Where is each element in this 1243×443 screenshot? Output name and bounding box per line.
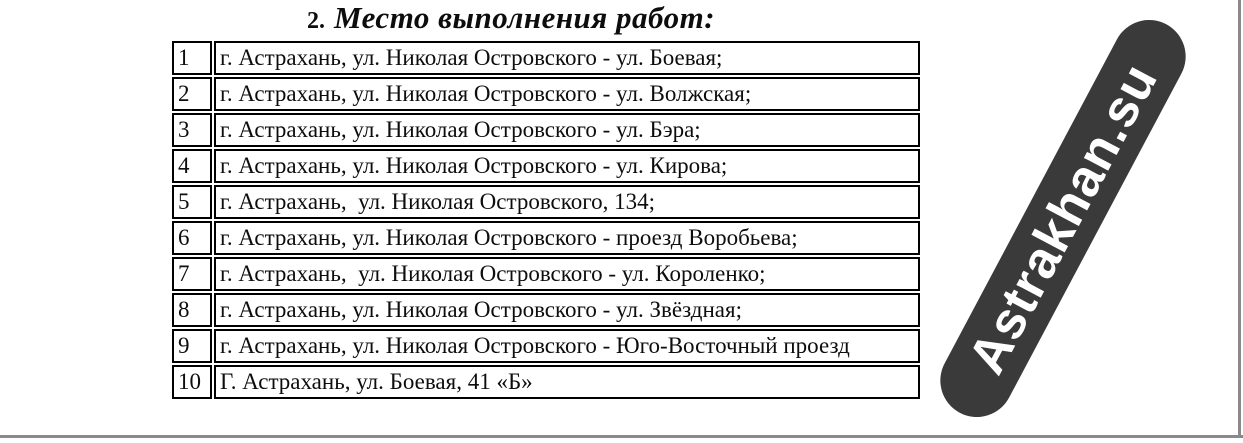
row-number-cell: 9 [172, 329, 212, 363]
table-row: 1 г. Астрахань, ул. Николая Островского … [172, 41, 920, 75]
row-address-cell: г. Астрахань, ул. Николая Островского - … [214, 77, 920, 111]
scan-right-edge-line [1238, 0, 1241, 437]
section-title-text: Место выполнения работ: [333, 0, 716, 35]
row-address-cell: г. Астрахань, ул. Николая Островского, 1… [214, 185, 920, 219]
row-address-cell: г. Астрахань, ул. Николая Островского - … [214, 221, 920, 255]
row-number-cell: 10 [172, 365, 212, 399]
section-number: 2. [306, 8, 325, 34]
page-title: 2. Место выполнения работ: [135, 0, 887, 36]
row-address-cell: г. Астрахань, ул. Николая Островского - … [214, 329, 920, 363]
table-row: 3 г. Астрахань, ул. Николая Островского … [172, 113, 920, 147]
table-row: 6 г. Астрахань, ул. Николая Островского … [172, 221, 920, 255]
row-address-cell: г. Астрахань, ул. Николая Островского - … [214, 149, 920, 183]
row-number-cell: 4 [172, 149, 212, 183]
row-number-cell: 3 [172, 113, 212, 147]
row-number-cell: 7 [172, 257, 212, 291]
watermark-badge: Astrakhan.su [927, 7, 1199, 430]
row-address-cell: г. Астрахань, ул. Николая Островского - … [214, 293, 920, 327]
row-address-cell: г. Астрахань, ул. Николая Островского - … [214, 41, 920, 75]
scan-bottom-edge-line [0, 435, 1243, 438]
row-number-cell: 2 [172, 77, 212, 111]
table-row: 10 Г. Астрахань, ул. Боевая, 41 «Б» [172, 365, 920, 399]
row-address-cell: Г. Астрахань, ул. Боевая, 41 «Б» [214, 365, 920, 399]
table-row: 5 г. Астрахань, ул. Николая Островского,… [172, 185, 920, 219]
row-number-cell: 8 [172, 293, 212, 327]
table-row: 8 г. Астрахань, ул. Николая Островского … [172, 293, 920, 327]
row-number-cell: 5 [172, 185, 212, 219]
row-number-cell: 6 [172, 221, 212, 255]
watermark-text: Astrakhan.su [957, 54, 1169, 383]
row-number-cell: 1 [172, 41, 212, 75]
row-address-cell: г. Астрахань, ул. Николая Островского - … [214, 257, 920, 291]
table-row: 9 г. Астрахань, ул. Николая Островского … [172, 329, 920, 363]
places-table-body: 1 г. Астрахань, ул. Николая Островского … [172, 41, 920, 399]
table-row: 4 г. Астрахань, ул. Николая Островского … [172, 149, 920, 183]
table-row: 7 г. Астрахань, ул. Николая Островского … [172, 257, 920, 291]
work-locations-table: 1 г. Астрахань, ул. Николая Островского … [170, 39, 922, 401]
table-row: 2 г. Астрахань, ул. Николая Островского … [172, 77, 920, 111]
row-address-cell: г. Астрахань, ул. Николая Островского - … [214, 113, 920, 147]
